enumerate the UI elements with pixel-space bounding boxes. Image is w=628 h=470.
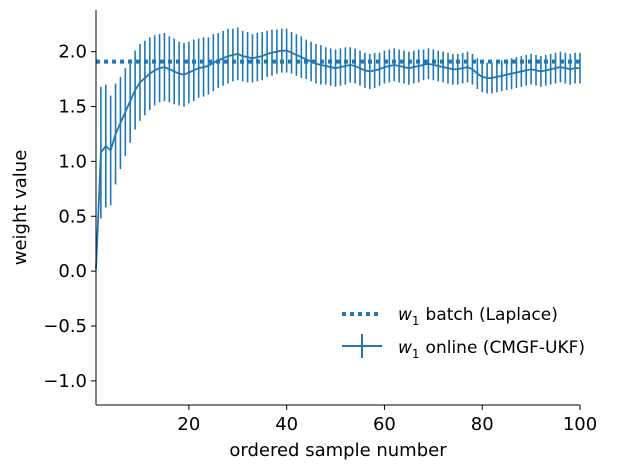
x-tick-label-80: 80	[471, 414, 494, 435]
x-tick-label-100: 100	[563, 414, 597, 435]
y-tick-label-5: 1.5	[58, 97, 87, 118]
plot-area	[95, 27, 581, 269]
x-tick-label-40: 40	[275, 414, 298, 435]
y-tick-label-6: 2.0	[58, 42, 87, 63]
legend-batch-label: w1 batch (Laplace)	[398, 305, 558, 328]
legend: w1 batch (Laplace) w1 online (CMGF-UKF)	[342, 305, 585, 361]
y-tick-label-2: 0.0	[58, 261, 87, 282]
y-tick-label-3: 0.5	[58, 206, 87, 227]
y-ticks: −1.0 −0.5 0.0 0.5 1.0 1.5 2.0	[43, 42, 96, 392]
y-tick-label-4: 1.0	[58, 151, 87, 172]
x-axis-label: ordered sample number	[229, 440, 447, 461]
y-axis-label: weight value	[10, 150, 31, 266]
y-tick-label-0: −1.0	[43, 371, 87, 392]
x-ticks: 20 40 60 80 100	[177, 405, 597, 435]
legend-online-label: w1 online (CMGF-UKF)	[398, 338, 585, 361]
y-tick-label-1: −0.5	[43, 316, 87, 337]
x-tick-label-20: 20	[177, 414, 200, 435]
series-online-line	[95, 49, 580, 269]
axes	[95, 10, 580, 406]
x-tick-label-60: 60	[373, 414, 396, 435]
